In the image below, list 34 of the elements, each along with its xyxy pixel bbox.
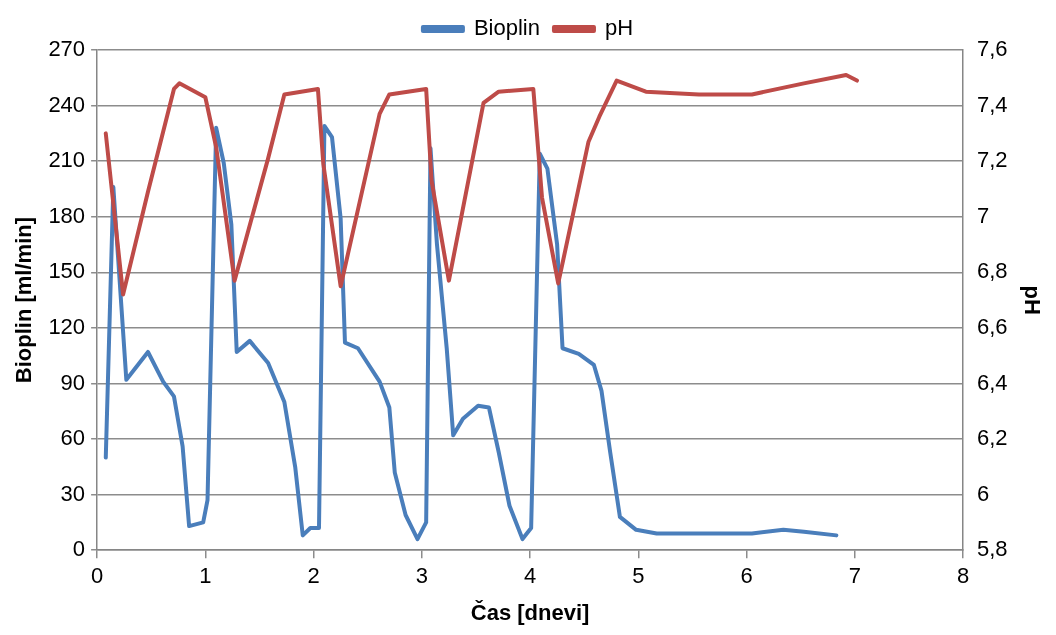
- legend-label: pH: [604, 15, 634, 41]
- y2-tick-label: 5,8: [977, 536, 1008, 562]
- y2-tick-label: 7,6: [977, 36, 1008, 62]
- y2-tick-label: 6: [977, 480, 990, 506]
- y-tick-label: 90: [60, 369, 86, 395]
- y-tick-label: 60: [60, 425, 86, 451]
- y-tick-label: 30: [60, 480, 86, 506]
- x-tick-label: 4: [523, 563, 537, 589]
- x-tick-label: 8: [956, 563, 970, 589]
- y-tick-label: 240: [48, 91, 86, 117]
- y-tick-label: 0: [72, 536, 86, 562]
- y-axis-title: Bioplin [ml/min]: [11, 217, 37, 384]
- x-tick-label: 1: [199, 563, 212, 589]
- y2-tick-label: 6,4: [977, 369, 1008, 395]
- y-tick-label: 120: [48, 313, 86, 339]
- y-tick-label: 180: [48, 202, 86, 228]
- legend-label: Bioplin: [473, 15, 540, 41]
- y2-tick-label: 7,2: [977, 147, 1008, 173]
- y2-tick-label: 7: [977, 202, 990, 228]
- x-tick-label: 5: [632, 563, 645, 589]
- x-tick-label: 2: [307, 563, 320, 589]
- y-tick-label: 210: [48, 147, 86, 173]
- y2-tick-label: 6,2: [977, 425, 1008, 451]
- y2-tick-label: 6,6: [977, 313, 1008, 339]
- y2-tick-label: 7,4: [977, 91, 1008, 117]
- x-tick-label: 7: [848, 563, 861, 589]
- x-tick-label: 3: [415, 563, 428, 589]
- y2-axis-title: pH: [1019, 285, 1045, 315]
- y-tick-label: 150: [48, 258, 86, 284]
- x-tick-label: 6: [740, 563, 753, 589]
- y2-tick-label: 6,8: [977, 258, 1008, 284]
- x-axis-title: Čas [dnevi]: [470, 599, 590, 625]
- x-tick-label: 0: [90, 563, 104, 589]
- y-tick-label: 270: [48, 36, 86, 62]
